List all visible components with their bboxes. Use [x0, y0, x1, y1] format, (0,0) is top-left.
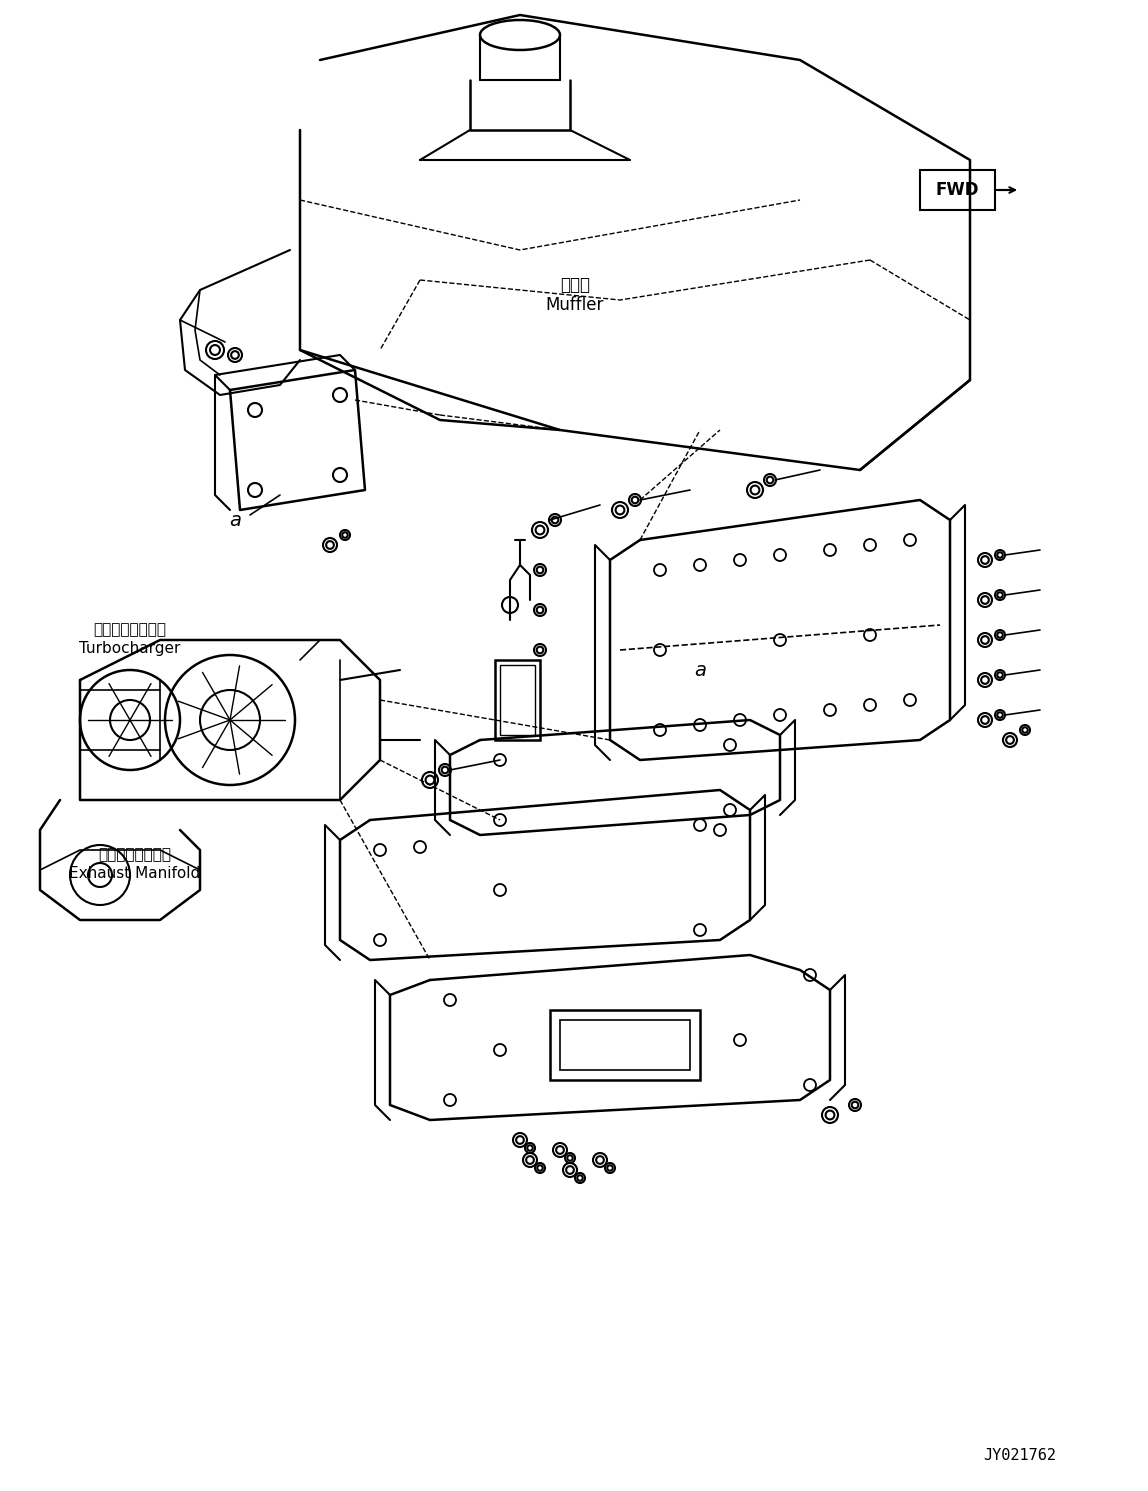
Bar [495, 661, 540, 740]
Text: Exhaust Manifold: Exhaust Manifold [69, 865, 201, 881]
Text: FWD: FWD [936, 180, 979, 198]
Bar [501, 665, 535, 735]
Text: マフラ: マフラ [560, 276, 590, 294]
Bar [560, 1020, 690, 1071]
Text: 排気マニホールド: 排気マニホールド [99, 847, 171, 862]
Bar [550, 1009, 700, 1079]
Text: JY021762: JY021762 [984, 1448, 1056, 1463]
Text: Muffler: Muffler [545, 297, 604, 315]
Text: Turbocharger: Turbocharger [79, 641, 180, 656]
Text: a: a [228, 510, 241, 529]
Bar [920, 170, 995, 210]
Text: a: a [695, 661, 706, 680]
Text: ターボチャージャ: ターボチャージャ [93, 623, 166, 638]
